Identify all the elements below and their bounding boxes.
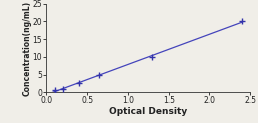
X-axis label: Optical Density: Optical Density	[109, 107, 188, 116]
Y-axis label: Concentration(ng/mL): Concentration(ng/mL)	[22, 0, 31, 96]
